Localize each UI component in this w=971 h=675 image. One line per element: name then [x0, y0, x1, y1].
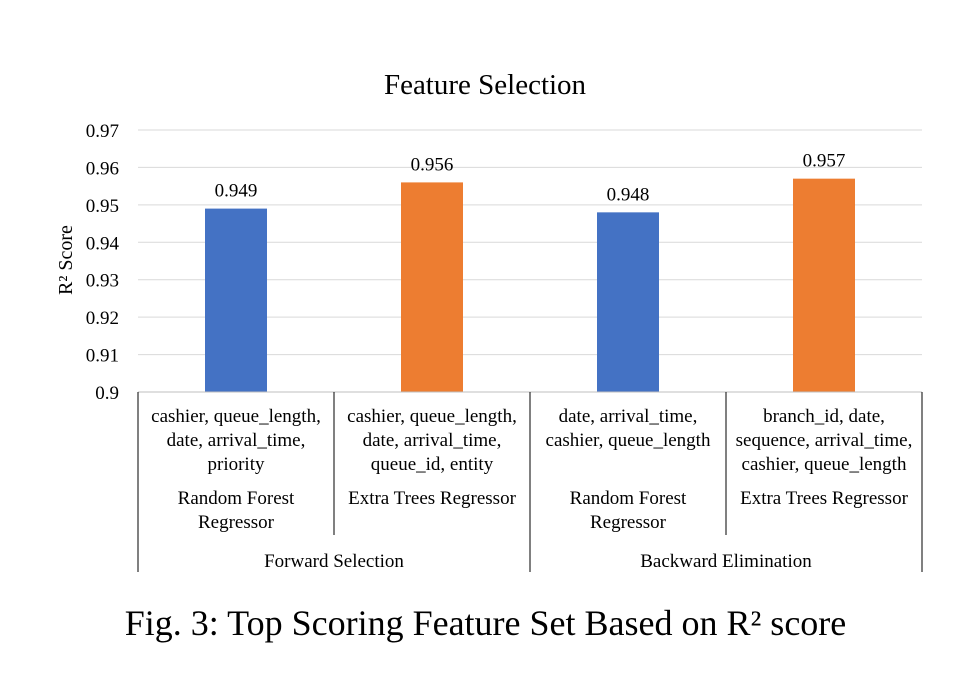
y-tick-label: 0.96 — [86, 158, 119, 179]
x-tick-label: date, arrival_time, — [167, 430, 306, 451]
x-tick-label: date, arrival_time, — [363, 430, 502, 451]
y-tick-labels: 0.9 0.91 0.92 0.93 0.94 0.95 0.96 0.97 — [86, 121, 120, 404]
model-label: Extra Trees Regressor — [348, 488, 516, 509]
gridlines — [138, 129, 922, 356]
bar — [597, 212, 659, 392]
figure-caption: Fig. 3: Top Scoring Feature Set Based on… — [124, 603, 847, 643]
y-tick-label: 0.9 — [95, 383, 119, 404]
y-tick-label: 0.92 — [86, 308, 119, 329]
bar-chart: Feature Selection R² Score 0.90.910.920.… — [55, 69, 923, 572]
x-tick-label: date, arrival_time, — [559, 406, 698, 427]
model-label: Regressor — [590, 512, 667, 533]
group-label: Forward Selection — [264, 551, 404, 572]
x-tick-label: priority — [208, 454, 265, 475]
bars: 0.949 0.956 0.948 0.957 — [205, 151, 855, 392]
y-tick-label: 0.93 — [86, 271, 119, 292]
y-tick-label: 0.97 — [86, 121, 119, 142]
model-label: Random Forest — [570, 488, 687, 509]
bar — [401, 182, 463, 392]
x-axis: cashier, queue_length, date, arrival_time… — [137, 391, 923, 572]
data-label: 0.948 — [607, 184, 650, 205]
data-label: 0.956 — [411, 154, 454, 175]
y-tick-label: 0.94 — [86, 233, 120, 254]
chart-title: Feature Selection — [384, 69, 587, 101]
data-label: 0.957 — [803, 151, 846, 172]
model-label: Random Forest — [178, 488, 295, 509]
y-tick-label: 0.91 — [86, 346, 119, 367]
model-label: Extra Trees Regressor — [740, 488, 908, 509]
x-tick-label: cashier, queue_length, — [151, 406, 321, 427]
data-label: 0.949 — [215, 181, 258, 202]
x-tick-label: branch_id, date, — [763, 406, 885, 427]
bar — [205, 208, 267, 392]
model-label: Regressor — [198, 512, 275, 533]
x-tick-label: cashier, queue_length, — [347, 406, 517, 427]
y-tick-label: 0.95 — [86, 196, 119, 217]
x-tick-label: sequence, arrival_time, — [736, 430, 913, 451]
x-tick-label: cashier, queue_length — [546, 430, 711, 451]
bar — [793, 178, 855, 392]
y-axis-label: R² Score — [55, 225, 77, 295]
group-label: Backward Elimination — [640, 551, 812, 572]
x-tick-label: queue_id, entity — [371, 454, 494, 475]
x-tick-label: cashier, queue_length — [742, 454, 907, 475]
